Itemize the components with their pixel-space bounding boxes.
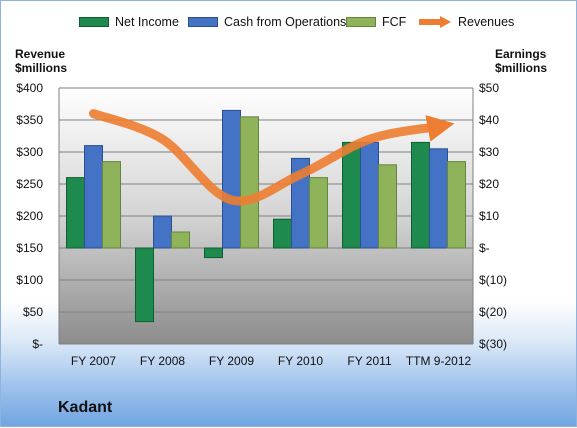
left-tick-label: $300 bbox=[16, 145, 43, 159]
right-tick-label: $(10) bbox=[479, 273, 507, 287]
left-tick-label: $400 bbox=[16, 81, 43, 95]
legend-swatch-net-income bbox=[79, 17, 109, 27]
bar-fcf bbox=[102, 161, 121, 249]
legend-label-fcf: FCF bbox=[382, 15, 407, 29]
legend-label-net-income: Net Income bbox=[115, 15, 179, 29]
revenues-line bbox=[89, 109, 455, 206]
left-tick-label: $100 bbox=[16, 273, 43, 287]
legend-item-fcf: FCF bbox=[346, 15, 406, 29]
right-tick-label: $20 bbox=[479, 177, 499, 191]
bar-net-income bbox=[411, 141, 430, 249]
bar-net-income bbox=[204, 247, 223, 259]
bar-fcf bbox=[309, 177, 328, 249]
company-name: Kadant bbox=[58, 399, 113, 416]
right-tick-label: $10 bbox=[479, 209, 499, 223]
left-axis-title-line1: Revenue bbox=[15, 47, 66, 61]
category-label: FY 2009 bbox=[209, 354, 254, 368]
left-tick-label: $50 bbox=[23, 305, 43, 319]
bar-fcf bbox=[378, 164, 397, 249]
bar-cash-from-operations bbox=[429, 148, 448, 249]
bar-cash-from-operations bbox=[222, 109, 241, 249]
legend-swatch-fcf bbox=[346, 17, 376, 27]
bar-cash-from-operations bbox=[153, 215, 172, 249]
bar-fcf bbox=[447, 161, 466, 249]
left-tick-label: $350 bbox=[16, 113, 43, 127]
legend-label-cash-ops: Cash from Operations bbox=[224, 15, 347, 29]
legend-arrow-icon bbox=[419, 16, 451, 28]
category-label: TTM 9-2012 bbox=[406, 354, 472, 368]
right-axis-title: Earnings $millions bbox=[495, 47, 547, 75]
left-tick-label: $- bbox=[32, 337, 43, 351]
left-tick-label: $250 bbox=[16, 177, 43, 191]
bar-cash-from-operations bbox=[360, 141, 379, 249]
right-tick-label: $(20) bbox=[479, 305, 507, 319]
category-label: FY 2008 bbox=[140, 354, 185, 368]
bar-net-income bbox=[273, 218, 292, 249]
legend-item-cash-ops: Cash from Operations bbox=[188, 15, 346, 29]
left-axis-title-line2: $millions bbox=[15, 61, 68, 75]
bar-net-income bbox=[135, 247, 154, 323]
bar-fcf bbox=[171, 231, 190, 249]
legend-item-net-income: Net Income bbox=[79, 15, 179, 29]
right-axis-title-line2: $millions bbox=[495, 61, 548, 75]
legend-item-revenues: Revenues bbox=[418, 15, 514, 29]
right-axis-title-line1: Earnings bbox=[495, 47, 547, 61]
left-axis-title: Revenue $millions bbox=[15, 47, 67, 75]
right-tick-label: $50 bbox=[479, 81, 499, 95]
category-label: FY 2007 bbox=[71, 354, 116, 368]
bar-net-income bbox=[342, 141, 361, 249]
legend-swatch-cash-ops bbox=[188, 17, 218, 27]
right-tick-label: $- bbox=[479, 241, 490, 255]
right-tick-label: $40 bbox=[479, 113, 499, 127]
category-label: FY 2010 bbox=[278, 354, 323, 368]
left-tick-label: $150 bbox=[16, 241, 43, 255]
category-label: FY 2011 bbox=[347, 354, 392, 368]
chart-legend: Net Income Cash from Operations FCF Reve… bbox=[1, 15, 577, 35]
bar-cash-from-operations bbox=[84, 145, 103, 249]
bar-net-income bbox=[66, 177, 85, 249]
legend-label-revenues: Revenues bbox=[458, 15, 515, 29]
right-tick-label: $(30) bbox=[479, 337, 507, 351]
right-tick-label: $30 bbox=[479, 145, 499, 159]
bar-fcf bbox=[240, 116, 259, 249]
left-tick-label: $200 bbox=[16, 209, 43, 223]
